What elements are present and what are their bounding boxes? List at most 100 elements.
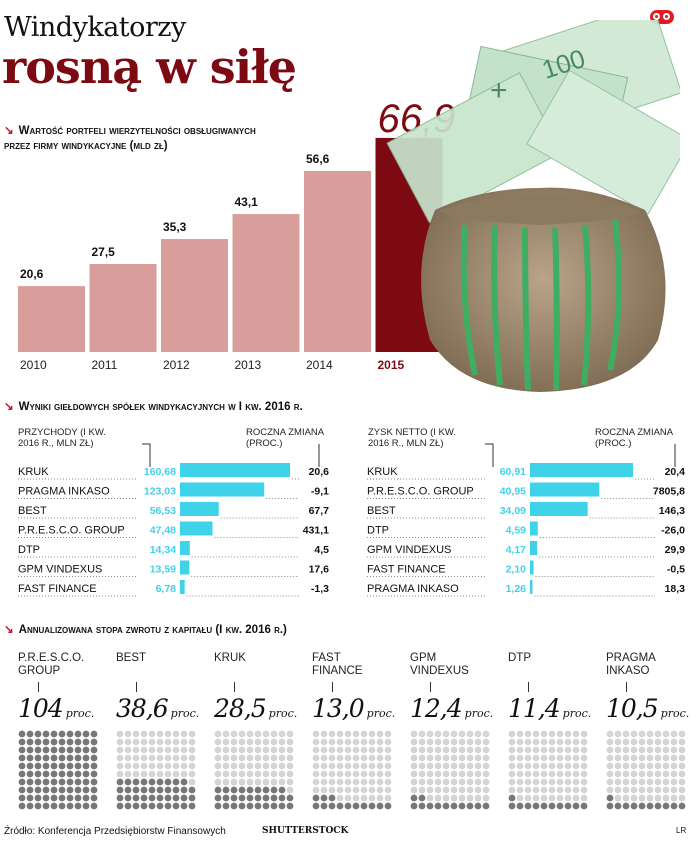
roe-dot (90, 770, 98, 778)
roe-dot (678, 746, 686, 754)
roe-dot (180, 746, 188, 754)
roe-dot (286, 794, 294, 802)
roe-dot (34, 786, 42, 794)
roe-dot (352, 746, 360, 754)
roe-dot (384, 794, 392, 802)
roe-dot (524, 738, 532, 746)
roe-dot (572, 746, 580, 754)
roe-dot (540, 738, 548, 746)
section3-title: ↘ Annualizowana stopa zwrotu z kapitału (… (4, 624, 287, 636)
roe-dot (450, 738, 458, 746)
company-change-label: -9,1 (311, 486, 329, 498)
roe-dot (662, 786, 670, 794)
roe-dot (426, 786, 434, 794)
roe-dot (214, 754, 222, 762)
roe-dot (630, 786, 638, 794)
roe-dot (606, 730, 614, 738)
roe-dot (606, 762, 614, 770)
roe-dot (368, 770, 376, 778)
roe-dot (74, 802, 82, 810)
arrow-icon: ↘ (4, 125, 14, 137)
roe-dot (580, 786, 588, 794)
roe-dot (572, 794, 580, 802)
roe-dot (180, 738, 188, 746)
roe-dot (312, 762, 320, 770)
roe-dot (148, 802, 156, 810)
roe-dot (442, 746, 450, 754)
roe-dot (262, 730, 270, 738)
roe-dot (572, 730, 580, 738)
roe-dot (156, 778, 164, 786)
roe-dot (678, 730, 686, 738)
roe-dot (638, 730, 646, 738)
roe-leader-line (136, 682, 137, 692)
roe-dot (42, 778, 50, 786)
company-value-label: 1,26 (506, 583, 527, 595)
roe-dot (238, 738, 246, 746)
roe-dot (418, 730, 426, 738)
roe-dot (474, 786, 482, 794)
roe-dot (474, 754, 482, 762)
roe-dot (516, 762, 524, 770)
roe-dot (238, 778, 246, 786)
roe-dot (580, 738, 588, 746)
roe-dot (556, 802, 564, 810)
roe-dot (320, 762, 328, 770)
roe-dot (418, 786, 426, 794)
roe-dot (148, 786, 156, 794)
roe-dot (458, 738, 466, 746)
roe-dot (352, 794, 360, 802)
roe-dot (572, 770, 580, 778)
roe-dot (532, 786, 540, 794)
roe-dot (352, 778, 360, 786)
roe-dot (238, 794, 246, 802)
roe-dot (564, 730, 572, 738)
roe-dot (614, 754, 622, 762)
company-value-bar (530, 482, 600, 497)
roe-dot (286, 786, 294, 794)
company-change-label: 146,3 (659, 505, 685, 517)
roe-dot (524, 786, 532, 794)
roe-dot (360, 762, 368, 770)
roe-dot (254, 762, 262, 770)
roe-dot (410, 802, 418, 810)
roe-dot (214, 738, 222, 746)
roe-leader-line (626, 682, 627, 692)
roe-dot (622, 770, 630, 778)
roe-dot (74, 754, 82, 762)
roe-dot (50, 794, 58, 802)
roe-dot (662, 794, 670, 802)
roe-dot (270, 738, 278, 746)
roe-dot (140, 778, 148, 786)
roe-dot (384, 738, 392, 746)
roe-dot (246, 754, 254, 762)
roe-dot (270, 794, 278, 802)
roe-dot (286, 778, 294, 786)
roe-dot (360, 778, 368, 786)
roe-dot (474, 802, 482, 810)
roe-dot (466, 794, 474, 802)
roe-dot (646, 770, 654, 778)
roe-dot (90, 730, 98, 738)
roe-dot (368, 786, 376, 794)
company-name: BEST (18, 505, 47, 517)
roe-dot (508, 770, 516, 778)
roe-dot (548, 730, 556, 738)
roe-dot (450, 762, 458, 770)
roe-dot (66, 738, 74, 746)
roe-dot (466, 762, 474, 770)
roe-dot (614, 730, 622, 738)
roe-dot (344, 802, 352, 810)
roe-dot (410, 754, 418, 762)
roe-dot (516, 802, 524, 810)
roe-dot (466, 754, 474, 762)
roe-dot (646, 778, 654, 786)
roe-dot (482, 754, 490, 762)
roe-dot (662, 730, 670, 738)
roe-dot (376, 794, 384, 802)
roe-dot (646, 738, 654, 746)
roe-dot (42, 746, 50, 754)
roe-dot (66, 794, 74, 802)
roe-dot (34, 762, 42, 770)
roe-dot (90, 778, 98, 786)
